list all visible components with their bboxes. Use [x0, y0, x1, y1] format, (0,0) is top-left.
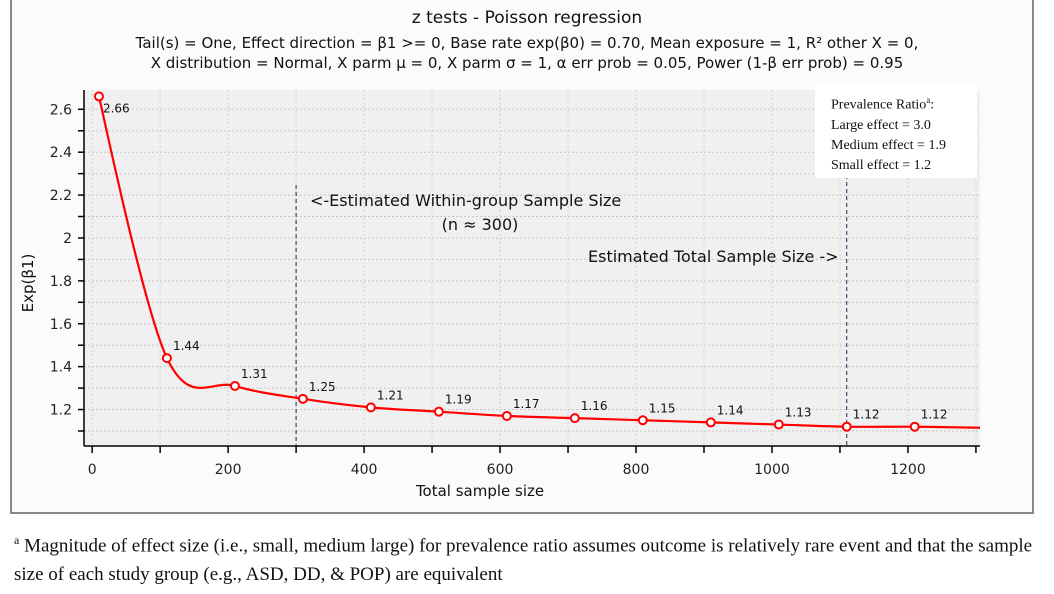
- data-point: [365, 402, 376, 413]
- data-label: 1.44: [173, 339, 200, 353]
- y-tick-label: 1.2: [50, 403, 72, 419]
- legend-title: Prevalence Ratioa:: [831, 95, 935, 113]
- within-group-annotation-n: (n ≈ 300): [442, 215, 519, 234]
- y-tick-label: 1.4: [50, 360, 72, 376]
- x-tick-label: 1000: [754, 462, 790, 478]
- data-label: 1.31: [241, 367, 268, 381]
- data-label: 1.25: [309, 380, 336, 394]
- x-tick-label: 1200: [890, 462, 926, 478]
- data-label: 1.17: [513, 397, 540, 411]
- y-tick-label: 2.2: [50, 188, 72, 204]
- data-point: [841, 421, 852, 432]
- y-tick-label: 1.6: [50, 317, 72, 333]
- data-point: [93, 91, 104, 102]
- data-point: [433, 406, 444, 417]
- data-point: [569, 413, 580, 424]
- data-label: 1.15: [649, 401, 676, 415]
- data-point: [501, 410, 512, 421]
- y-tick-label: 1.8: [50, 274, 72, 290]
- data-label: 1.21: [377, 388, 404, 402]
- data-label: 2.66: [103, 101, 130, 115]
- legend: Prevalence Ratioa: Large effect = 3.0 Me…: [815, 85, 977, 178]
- total-sample-annotation: Estimated Total Sample Size ->: [588, 247, 839, 266]
- x-tick-label: 800: [623, 462, 650, 478]
- chart-subtitle-line-1: Tail(s) = One, Effect direction = β1 >= …: [135, 34, 919, 52]
- x-tick-label: 400: [351, 462, 378, 478]
- y-tick-label: 2.4: [50, 145, 72, 161]
- chart-title: z tests - Poisson regression: [411, 8, 643, 28]
- x-tick-label: 0: [88, 462, 97, 478]
- data-point: [297, 393, 308, 404]
- chart-subtitle-line-2: X distribution = Normal, X parm μ = 0, X…: [150, 54, 904, 72]
- data-label: 1.16: [581, 399, 608, 413]
- data-point: [909, 421, 920, 432]
- data-label: 1.13: [785, 406, 812, 420]
- x-tick-label: 200: [215, 462, 242, 478]
- legend-item-small: Small effect = 1.2: [831, 157, 932, 173]
- within-group-annotation: <-Estimated Within-group Sample Size: [310, 191, 621, 210]
- data-point: [637, 415, 648, 426]
- data-label: 1.12: [853, 408, 880, 422]
- x-tick-label: 600: [487, 462, 514, 478]
- data-label: 1.12: [921, 408, 948, 422]
- data-point: [161, 353, 172, 364]
- data-point: [229, 380, 240, 391]
- data-point: [773, 419, 784, 430]
- y-tick-label: 2.6: [50, 102, 72, 118]
- data-point: [705, 417, 716, 428]
- footnote: a Magnitude of effect size (i.e., small,…: [14, 533, 1033, 586]
- plot: 1.2 1.4 1.6 1.8 2 2.2 2.4 2.6 0 200 400 600 800 1000 1…: [19, 90, 981, 500]
- legend-item-large: Large effect = 3.0: [831, 117, 931, 133]
- y-tick-label: 2: [63, 231, 72, 247]
- y-axis-label: Exp(β1): [19, 254, 37, 313]
- x-axis-label: Total sample size: [415, 482, 544, 500]
- legend-item-medium: Medium effect = 1.9: [831, 137, 946, 153]
- data-label: 1.14: [717, 403, 744, 417]
- data-label: 1.19: [445, 393, 472, 407]
